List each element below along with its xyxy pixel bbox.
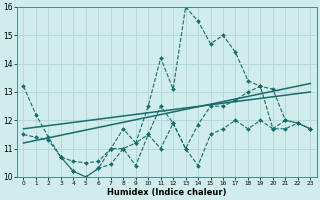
X-axis label: Humidex (Indice chaleur): Humidex (Indice chaleur) [107, 188, 227, 197]
